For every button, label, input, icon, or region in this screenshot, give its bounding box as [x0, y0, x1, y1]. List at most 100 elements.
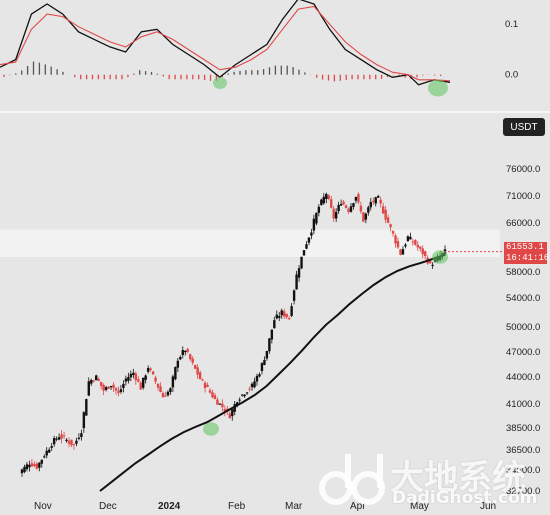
candle-body: [381, 206, 385, 214]
candle-body: [248, 388, 251, 390]
candle-body: [273, 320, 276, 329]
highlight-circle: [432, 250, 448, 264]
candle-body: [201, 379, 204, 381]
candle-body: [409, 236, 412, 240]
candle-body: [95, 375, 98, 381]
candle-body: [169, 388, 172, 393]
candle-body: [258, 374, 261, 377]
time-tick-label: Dec: [99, 501, 117, 512]
candle-body: [349, 206, 353, 212]
candle-body: [62, 435, 66, 437]
candle-body: [384, 209, 387, 220]
candle-body: [320, 199, 323, 205]
candle-body: [114, 387, 118, 391]
candle-body: [193, 365, 197, 369]
candle-body: [70, 439, 73, 446]
candle-body: [97, 378, 100, 381]
candle-body: [186, 349, 189, 352]
candle-body: [359, 205, 363, 212]
candle-body: [80, 433, 83, 438]
candle-body: [389, 224, 392, 228]
candle-body: [302, 250, 306, 256]
candle-body: [379, 199, 382, 204]
candle-body: [307, 237, 311, 243]
candle-body: [357, 194, 360, 203]
time-tick-label: May: [410, 501, 429, 512]
candle-body: [342, 201, 345, 205]
current-price-badge: 61553.1 16:41:16: [504, 242, 550, 264]
candle-body: [119, 389, 123, 392]
candle-body: [149, 368, 152, 370]
price-tick-label: 66000.0: [506, 218, 540, 229]
candle-body: [391, 231, 395, 234]
candle-body: [285, 313, 288, 318]
price-tick-label: 58000.0: [506, 267, 540, 278]
candle-body: [208, 390, 212, 393]
candle-body: [283, 311, 286, 317]
price-tick-label: 34500.0: [506, 465, 540, 476]
resistance-zone: [0, 229, 500, 257]
price-tick-label: 44000.0: [506, 372, 540, 383]
candle-body: [431, 264, 434, 266]
candle-body: [315, 212, 318, 224]
indicator-tick-label: 0.0: [505, 70, 518, 81]
candle-body: [305, 244, 308, 249]
indicator-histogram: [3, 61, 442, 82]
candle-body: [419, 246, 422, 249]
candle-body: [327, 195, 330, 199]
candle-body: [60, 434, 63, 439]
candle-body: [362, 212, 365, 222]
candle-body: [181, 350, 184, 356]
candle-body: [240, 394, 244, 396]
indicator-tick-label: 0.1: [505, 19, 518, 30]
candle-body: [142, 377, 145, 388]
sma-200-line: [99, 253, 446, 492]
candle-body: [179, 356, 182, 360]
highlight-circle: [203, 422, 219, 436]
indicator-signal-line: [0, 5, 451, 82]
candles: [20, 192, 447, 477]
candle-body: [287, 318, 291, 320]
candle-body: [127, 377, 130, 381]
candle-body: [87, 381, 90, 396]
candle-body: [48, 449, 51, 453]
candle-body: [23, 466, 26, 473]
highlight-circle: [213, 77, 227, 89]
candle-body: [122, 383, 125, 389]
indicator-axis: 0.1 0.0: [505, 19, 518, 81]
candle-body: [297, 268, 301, 278]
candle-body: [38, 462, 41, 468]
candle-body: [317, 206, 321, 213]
candle-body: [416, 244, 419, 248]
price-axis: 76000.071000.066000.062000.058000.054000…: [506, 164, 540, 497]
current-price-value: 61553.1: [506, 242, 544, 252]
highlight-circles: [203, 77, 448, 436]
candle-body: [263, 359, 266, 365]
candle-body: [25, 464, 29, 470]
candle-body: [104, 387, 108, 390]
candle-body: [154, 377, 157, 382]
candle-body: [137, 379, 140, 382]
candle-body: [211, 392, 214, 398]
price-tick-label: 54000.0: [506, 293, 540, 304]
candle-body: [65, 439, 68, 441]
candle-body: [203, 382, 207, 388]
candle-body: [233, 404, 236, 412]
currency-button[interactable]: USDT: [503, 118, 545, 136]
candle-body: [364, 213, 368, 220]
candle-body: [325, 193, 328, 199]
countdown-value: 16:41:16: [506, 253, 550, 263]
candle-body: [404, 244, 407, 247]
candle-body: [134, 373, 137, 381]
candle-body: [367, 207, 370, 213]
candle-body: [406, 236, 410, 242]
candle-body: [213, 395, 217, 400]
candle-body: [28, 464, 31, 468]
candle-body: [72, 444, 76, 446]
candle-body: [109, 386, 113, 388]
candle-body: [339, 203, 343, 206]
highlight-circle: [428, 79, 448, 97]
candle-body: [236, 402, 239, 406]
candle-body: [421, 248, 424, 255]
candle-body: [166, 391, 170, 396]
